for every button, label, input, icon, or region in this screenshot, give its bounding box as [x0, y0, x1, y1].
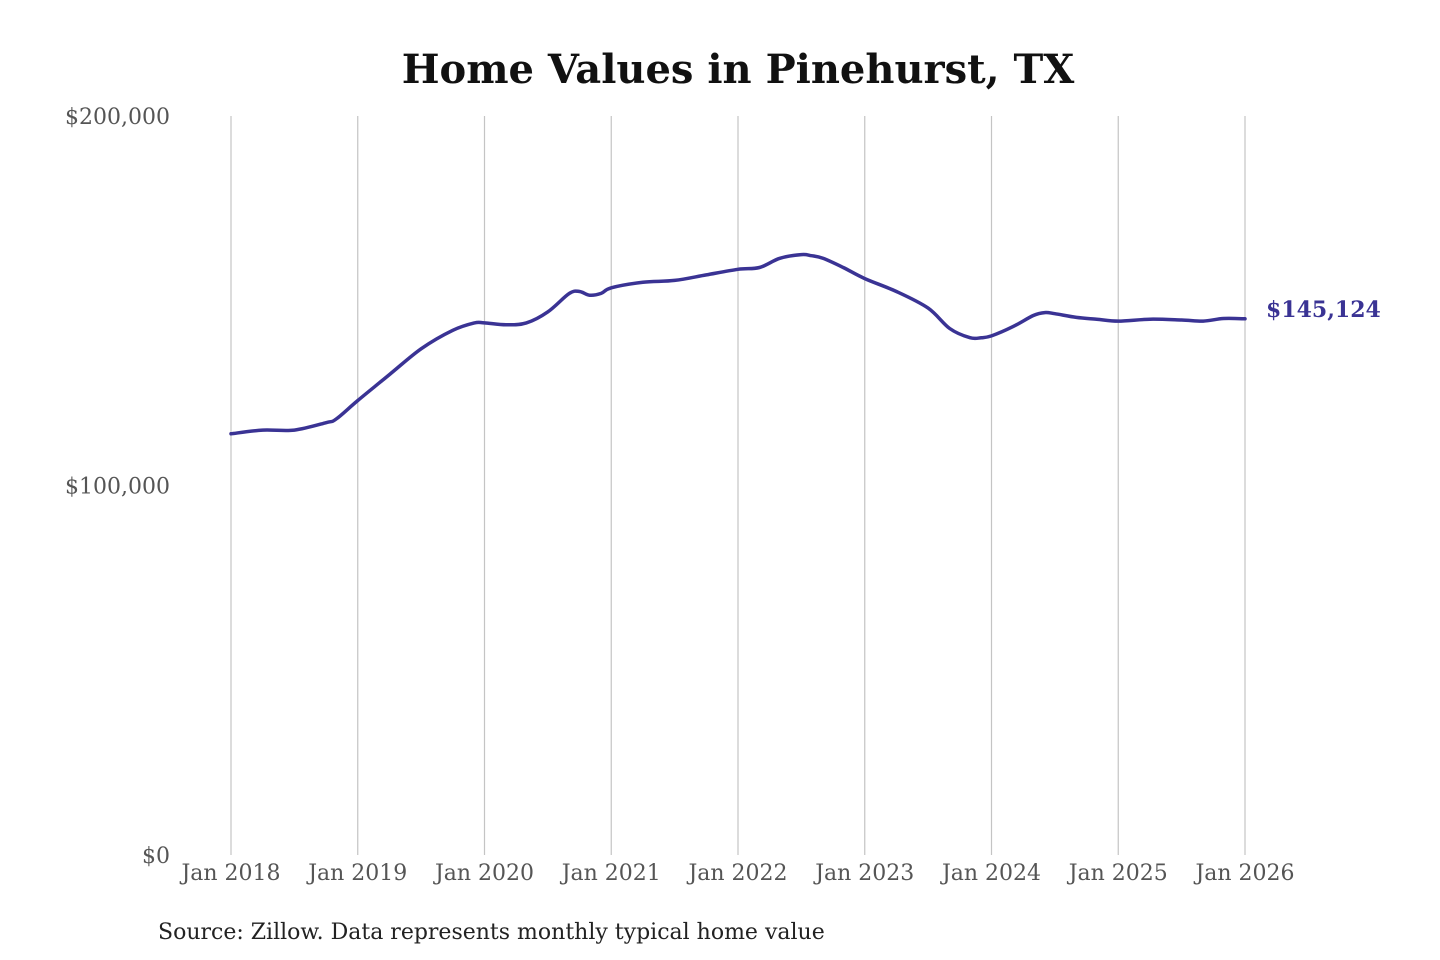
source-note: Source: Zillow. Data represents monthly …: [158, 920, 825, 945]
x-axis-ticks: Jan 2018 Jan 2019 Jan 2020 Jan 2021 Jan 2022…: [179, 861, 1294, 886]
y-tick-label: $100,000: [65, 475, 170, 500]
x-tick-label: Jan 2021: [560, 861, 661, 886]
x-tick-label: Jan 2018: [179, 861, 280, 886]
x-tick-label: Jan 2026: [1193, 861, 1294, 886]
y-axis-ticks: $0 $100,000 $200,000: [65, 105, 170, 869]
home-value-series-line: [229, 252, 1247, 436]
x-tick-label: Jan 2019: [306, 861, 407, 886]
y-tick-label: $0: [142, 844, 170, 869]
x-tick-label: Jan 2023: [813, 861, 914, 886]
chart-title: Home Values in Pinehurst, TX: [402, 46, 1075, 93]
y-tick-label: $200,000: [65, 105, 170, 130]
x-tick-label: Jan 2022: [686, 861, 787, 886]
latest-value-label: $145,124: [1266, 297, 1381, 323]
x-tick-label: Jan 2020: [433, 861, 534, 886]
grid-lines: [230, 116, 1246, 855]
x-tick-label: Jan 2025: [1067, 861, 1168, 886]
x-tick-label: Jan 2024: [940, 861, 1041, 886]
